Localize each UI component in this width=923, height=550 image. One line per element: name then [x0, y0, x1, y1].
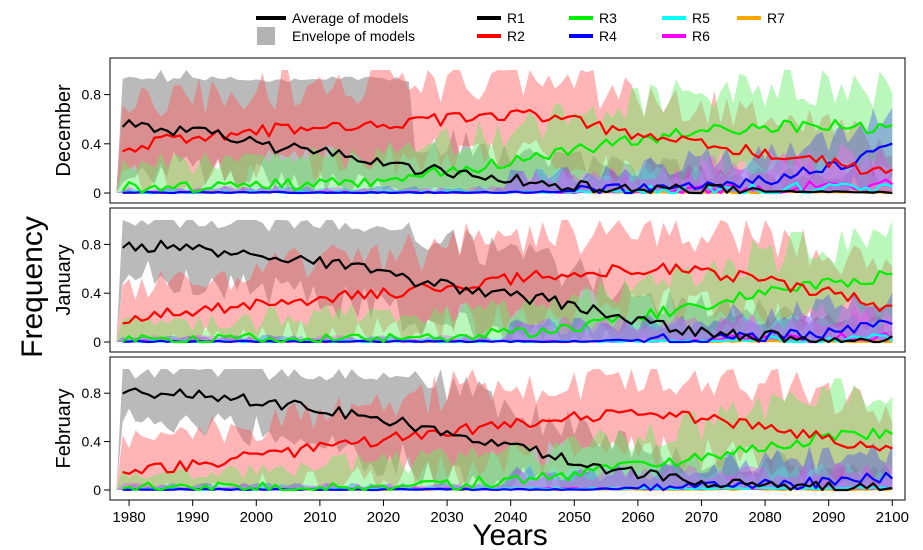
- legend-average-label: Average of models: [292, 10, 408, 26]
- x-axis-title: Years: [472, 519, 548, 550]
- panel-label-january: January: [53, 244, 75, 315]
- y-tick-label-february: 0: [93, 482, 101, 498]
- mean-line-january-r4: [122, 319, 893, 344]
- mean-line-february-r3: [122, 427, 893, 492]
- legend-envelope-label: Envelope of models: [292, 28, 415, 44]
- panel-frame-february: [109, 356, 906, 501]
- y-tick-label-december: 0.8: [82, 87, 102, 103]
- y-axis-title: Frequency: [16, 216, 49, 358]
- panel-label-february: February: [53, 388, 75, 468]
- panel-plot-area-december: [116, 70, 893, 195]
- legend-label-r2: R2: [507, 28, 525, 44]
- panel-february: 0 0.4 0.8 February: [53, 356, 906, 501]
- envelope-december-r1: [116, 70, 893, 193]
- mean-line-december-r3: [121, 119, 893, 194]
- y-tick-label-january: 0.8: [82, 236, 102, 252]
- legend-envelope-swatch: [257, 27, 275, 45]
- legend-label-r1: R1: [507, 10, 525, 26]
- x-tick-label: 1980: [112, 509, 145, 526]
- envelope-december-r6: [116, 146, 893, 193]
- panel-label-december: December: [53, 84, 75, 177]
- x-tick-label: 1990: [176, 509, 209, 526]
- panel-frame-january: [109, 207, 906, 353]
- envelope-february-r3: [116, 378, 893, 490]
- envelope-january-r1: [116, 220, 893, 342]
- legend-label-r3: R3: [599, 10, 617, 26]
- legend-label-r7: R7: [767, 10, 785, 26]
- legend-label-r5: R5: [692, 10, 710, 26]
- mean-line-december-r1: [121, 119, 893, 195]
- mean-line-january-r2: [122, 262, 893, 325]
- y-axis-january: 0 0.4 0.8: [82, 236, 110, 350]
- panel-january: 0 0.4 0.8 January: [53, 207, 906, 353]
- envelope-january-r3: [116, 220, 893, 342]
- envelope-december-r2: [116, 70, 893, 193]
- envelope-january-r5: [116, 314, 893, 342]
- y-tick-label-december: 0.4: [82, 136, 102, 152]
- panel-plot-area-january: [116, 220, 894, 344]
- mean-line-january-r3: [121, 270, 893, 344]
- y-tick-label-february: 0.4: [82, 434, 102, 450]
- x-axis: 1980 1990 2000 2010 2020 2030 2040 2050 2060 2070…: [112, 500, 909, 526]
- panels: 0 0.4 0.8 December 0 0.4 0.8 January 0 0.4 0.8 Febr…: [53, 57, 906, 501]
- regime-legend: R1 R2 R3 R4 R5 R6 R7: [477, 10, 785, 44]
- envelope-february-r4: [116, 442, 893, 490]
- x-tick-label: 2060: [621, 509, 654, 526]
- y-tick-label-december: 0: [93, 185, 101, 201]
- y-axis-december: 0 0.4 0.8: [82, 87, 110, 201]
- mean-line-december-r4: [122, 142, 893, 195]
- x-tick-label: 2050: [558, 509, 591, 526]
- y-axis-february: 0 0.4 0.8: [82, 385, 110, 498]
- envelope-january-r2: [116, 220, 893, 342]
- x-tick-label: 2100: [876, 509, 909, 526]
- x-tick-label: 2020: [367, 509, 400, 526]
- mean-line-january-r1: [122, 239, 893, 344]
- x-tick-label: 2030: [430, 509, 463, 526]
- envelope-december-r3: [116, 70, 893, 193]
- y-tick-label-january: 0.4: [82, 285, 102, 301]
- y-tick-label-february: 0.8: [82, 385, 102, 401]
- x-tick-label: 2070: [685, 509, 718, 526]
- x-tick-label: 2000: [240, 509, 273, 526]
- y-tick-label-january: 0: [93, 334, 101, 350]
- x-tick-label: 2010: [303, 509, 336, 526]
- panel-plot-area-february: [116, 369, 894, 492]
- envelope-january-r4: [116, 291, 893, 342]
- mean-line-december-r2: [122, 109, 893, 175]
- x-tick-label: 2040: [494, 509, 527, 526]
- panel-december: 0 0.4 0.8 December: [53, 57, 906, 204]
- panel-frame-december: [109, 57, 906, 204]
- x-tick-label: 2090: [812, 509, 845, 526]
- envelope-february-r1: [116, 369, 893, 490]
- envelope-december-r4: [116, 107, 893, 193]
- legend-label-r6: R6: [692, 28, 710, 44]
- x-tick-label: 2080: [748, 509, 781, 526]
- envelope-february-r2: [116, 369, 893, 490]
- mean-line-february-r4: [122, 471, 894, 492]
- legend: Average of models Envelope of models R1R…: [256, 10, 785, 45]
- mean-line-february-r2: [122, 408, 893, 475]
- legend-label-r4: R4: [599, 28, 617, 44]
- mean-line-february-r1: [122, 387, 893, 492]
- envelope-december-r5: [116, 152, 893, 193]
